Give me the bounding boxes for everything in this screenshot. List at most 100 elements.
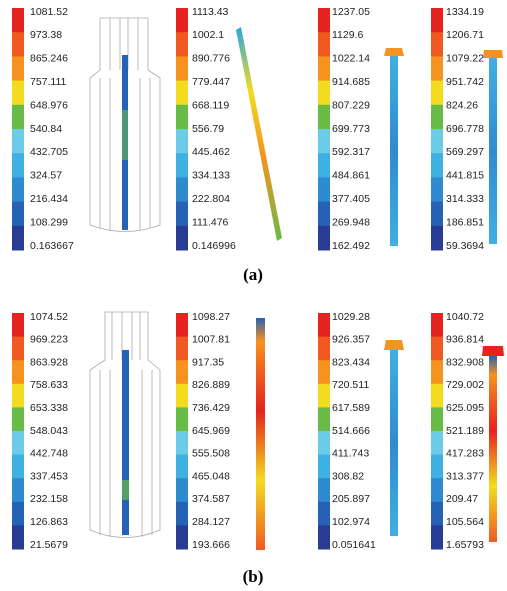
legend-label: 863.928 [30, 356, 68, 368]
color-band [318, 56, 330, 81]
model-cylinder [90, 312, 160, 538]
color-band [431, 407, 443, 431]
legend-label: 1040.72 [446, 311, 484, 323]
legend-label: 1079.22 [446, 53, 484, 65]
color-band [318, 313, 330, 337]
legend-label: 779.447 [192, 76, 230, 88]
color-band [12, 202, 24, 227]
legend-label: 1007.81 [192, 334, 230, 346]
color-band [431, 177, 443, 202]
legend-label: 0.051641 [332, 539, 376, 551]
legend-label: 936.814 [446, 334, 484, 346]
legend-label: 645.969 [192, 425, 230, 437]
color-band [176, 129, 188, 154]
bolt [384, 340, 404, 536]
color-band [12, 56, 24, 81]
color-band [176, 56, 188, 81]
rod [236, 27, 282, 241]
legend-label: 1237.05 [332, 6, 370, 18]
color-band [176, 81, 188, 106]
legend-label: 521.189 [446, 425, 484, 437]
legend-label: 758.633 [30, 379, 68, 391]
legend-label: 668.119 [192, 99, 229, 111]
model-cylinder [90, 18, 160, 232]
legend-label: 432.705 [30, 146, 68, 158]
color-band [318, 8, 330, 33]
caption: (b) [243, 567, 264, 586]
legend-label: 729.002 [446, 379, 484, 391]
legend-label: 617.589 [332, 402, 370, 414]
color-band [176, 478, 188, 502]
legend-label: 1206.71 [446, 29, 484, 41]
legend-label: 951.742 [446, 76, 484, 88]
rod [256, 318, 265, 550]
color-band [12, 502, 24, 526]
legend-label: 1.65793 [446, 539, 484, 551]
color-band [431, 32, 443, 57]
legend-label: 324.57 [30, 170, 62, 182]
figure: 1081.52973.38865.246757.111648.976540.84… [0, 0, 507, 591]
color-band [431, 129, 443, 154]
legend-label: 0.146996 [192, 240, 236, 252]
legend-label: 284.127 [192, 516, 230, 528]
legend-label: 890.776 [192, 53, 230, 65]
legend-label: 441.815 [446, 170, 484, 182]
color-band [12, 8, 24, 33]
color-band [431, 81, 443, 106]
color-band [431, 105, 443, 130]
color-band [318, 384, 330, 408]
color-band [12, 153, 24, 178]
color-band [12, 81, 24, 106]
legend-label: 337.453 [30, 470, 68, 482]
legend-label: 1098.27 [192, 311, 230, 323]
legend-label: 736.429 [192, 402, 230, 414]
color-band [318, 202, 330, 227]
legend-label: 269.948 [332, 216, 370, 228]
legend-label: 556.79 [192, 123, 224, 135]
legend-label: 1129.6 [332, 29, 363, 41]
legend-label: 757.111 [30, 76, 67, 88]
color-band [318, 32, 330, 57]
legend-label: 569.297 [446, 146, 484, 158]
legend-label: 193.666 [192, 539, 230, 551]
caption: (a) [243, 265, 263, 284]
color-band [176, 502, 188, 526]
color-band [176, 431, 188, 455]
color-band [431, 360, 443, 384]
color-band [431, 502, 443, 526]
color-band [176, 337, 188, 361]
color-band [176, 177, 188, 202]
color-band [176, 8, 188, 33]
color-band [12, 105, 24, 130]
color-band [431, 337, 443, 361]
legend-label: 548.043 [30, 425, 68, 437]
legend-label: 625.095 [446, 402, 484, 414]
color-band [12, 360, 24, 384]
color-band [176, 360, 188, 384]
color-band [176, 105, 188, 130]
color-band [318, 525, 330, 549]
legend-label: 334.133 [192, 170, 230, 182]
color-band [12, 525, 24, 549]
color-band [176, 32, 188, 57]
color-band [12, 455, 24, 479]
color-band [318, 177, 330, 202]
legend-label: 59.3694 [446, 240, 484, 252]
legend-label: 1002.1 [192, 29, 224, 41]
legend-label: 1334.19 [446, 6, 484, 18]
color-band [176, 226, 188, 251]
legend-label: 914.685 [332, 76, 370, 88]
legend-label: 555.508 [192, 448, 230, 460]
legend-label: 186.851 [446, 216, 484, 228]
color-band [431, 384, 443, 408]
color-band [318, 360, 330, 384]
color-band [431, 226, 443, 251]
color-band [318, 153, 330, 178]
legend-label: 969.223 [30, 334, 68, 346]
color-band [431, 153, 443, 178]
legend-label: 484.861 [332, 170, 370, 182]
legend-label: 699.773 [332, 123, 370, 135]
color-band [431, 8, 443, 33]
color-band [176, 407, 188, 431]
color-band [12, 313, 24, 337]
